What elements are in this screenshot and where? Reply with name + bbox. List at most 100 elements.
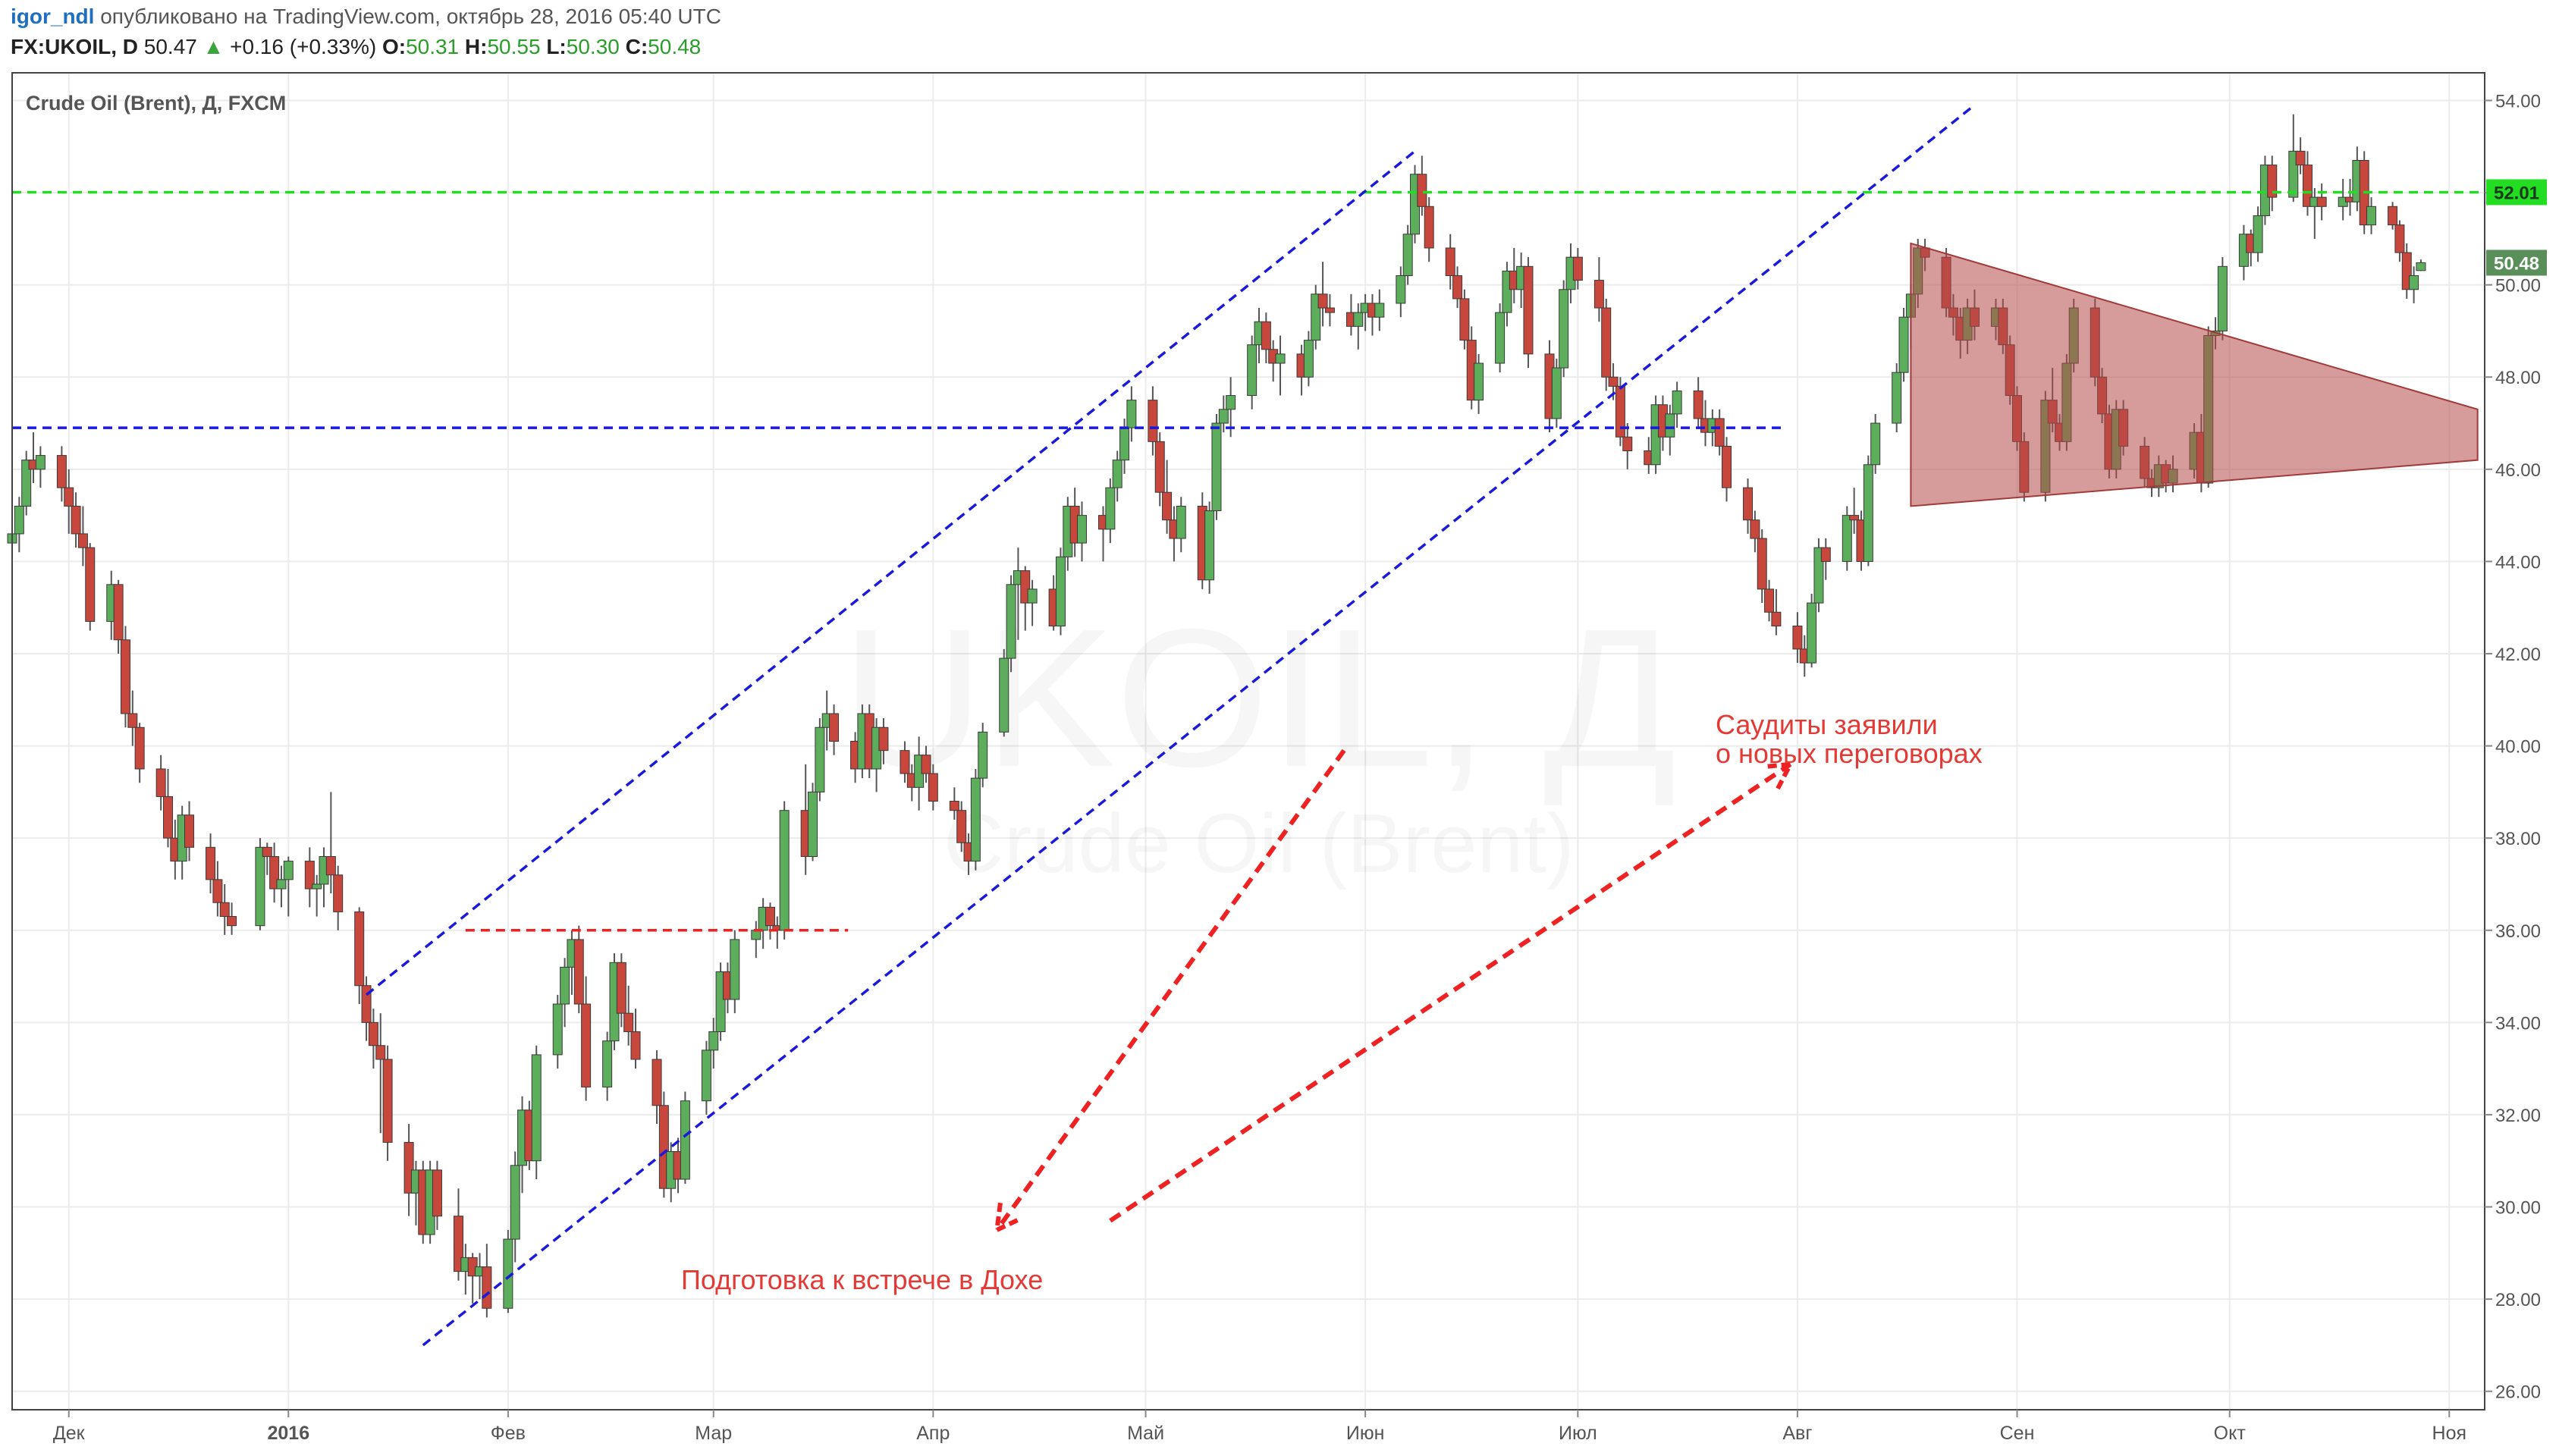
time-axis[interactable]: Дек 2016 Фев Мар Апр Май Июн Июл Авг Сен Окт Ноя xyxy=(53,1410,2466,1444)
candle xyxy=(354,907,365,1005)
candle xyxy=(1601,298,1612,391)
candle xyxy=(1693,377,1703,428)
up-arrow-icon: ▲ xyxy=(203,35,225,58)
price-axis[interactable]: 26.00 28.00 30.00 32.00 34.00 36.00 38.00 40.00… xyxy=(2485,91,2541,1403)
candle xyxy=(1148,386,1158,456)
candle xyxy=(120,626,130,728)
candle xyxy=(680,1091,690,1185)
candle-body-down xyxy=(432,1169,442,1217)
watermark-description: Crude Oil (Brent) xyxy=(944,797,1574,890)
candle-body-down xyxy=(1849,515,1860,521)
candle-body-up xyxy=(1807,602,1817,664)
author-link[interactable]: igor_ndl xyxy=(11,5,95,28)
candle-body-up xyxy=(14,505,24,535)
chart-header: igor_ndl опубликовано на TradingView.com… xyxy=(0,0,2559,73)
candle xyxy=(1154,432,1165,507)
candle-body-down xyxy=(765,906,775,927)
price-tag: 50.48 xyxy=(2486,249,2547,276)
candle xyxy=(1211,413,1222,520)
candle-body-down xyxy=(652,1059,662,1106)
candle-body-down xyxy=(1148,400,1158,442)
x-tick-label: Июн xyxy=(1346,1423,1385,1444)
x-tick-label: Фев xyxy=(491,1423,526,1444)
candle-body-down xyxy=(949,801,959,811)
candle xyxy=(503,1229,513,1313)
candle-body-down xyxy=(2295,150,2306,166)
candle xyxy=(276,865,287,908)
candle xyxy=(1247,335,1258,410)
candle xyxy=(2366,197,2377,234)
candle xyxy=(1105,478,1116,544)
candle xyxy=(1757,529,1767,604)
candle xyxy=(829,704,840,755)
annotation-saudi-line1: Саудиты заявили xyxy=(1716,709,1938,740)
candle xyxy=(212,861,223,917)
candle xyxy=(510,1151,520,1263)
candle xyxy=(1849,488,1860,534)
candle-body-up xyxy=(970,777,981,862)
candle xyxy=(978,723,988,788)
candle xyxy=(616,953,626,1028)
candle-body-up xyxy=(808,791,818,857)
candle-body-down xyxy=(1459,298,1470,341)
candle xyxy=(1317,262,1328,327)
candle-body-up xyxy=(560,966,570,1005)
candle-body-up xyxy=(730,939,740,1000)
candle-body-down xyxy=(2388,206,2398,226)
candle xyxy=(482,1244,492,1318)
candle xyxy=(652,1050,662,1125)
candle-body-down xyxy=(928,773,938,802)
candle xyxy=(127,690,138,746)
candle xyxy=(552,994,563,1069)
candle-body-down xyxy=(127,713,138,728)
candle xyxy=(1672,381,1682,428)
candle xyxy=(304,847,315,908)
candle-body-up xyxy=(1226,395,1236,410)
candle-body-up xyxy=(1076,515,1087,544)
x-tick-label: Окт xyxy=(2214,1423,2247,1444)
candle-body-up xyxy=(815,726,825,792)
y-tick-label: 32.00 xyxy=(2495,1106,2541,1126)
x-tick-label: Май xyxy=(1127,1423,1164,1444)
candle xyxy=(1750,510,1760,553)
price-tags: 52.01 50.48 xyxy=(2486,179,2547,276)
candle-body-up xyxy=(999,657,1009,733)
candle xyxy=(71,492,81,548)
candle xyxy=(1324,293,1335,327)
candle-body-up xyxy=(1204,510,1215,581)
candle-body-down xyxy=(333,874,344,912)
candle-body-up xyxy=(1006,584,1016,659)
candle xyxy=(325,792,336,894)
candle xyxy=(1559,280,1569,378)
candle xyxy=(1898,308,1909,382)
candle xyxy=(878,718,889,764)
candle xyxy=(1027,579,1038,626)
candle xyxy=(134,723,145,783)
candle-body-up xyxy=(276,879,287,890)
candle-body-up xyxy=(1303,340,1314,378)
candle xyxy=(1055,548,1066,635)
price-tag-box xyxy=(2486,249,2547,276)
candle-body-up xyxy=(283,861,294,880)
candle-body-down xyxy=(227,916,237,927)
candle-body-down xyxy=(155,768,166,797)
candle-body-up xyxy=(1176,505,1186,539)
candle-body-down xyxy=(1820,547,1831,562)
channel-upper xyxy=(365,149,1416,996)
candle-body-up xyxy=(1374,303,1385,318)
candle xyxy=(2394,220,2405,262)
candle-body-down xyxy=(262,846,272,857)
candle-body-down xyxy=(1445,247,1455,276)
candle-body-down xyxy=(1693,390,1703,419)
candle xyxy=(1006,575,1016,673)
y-tick-label: 36.00 xyxy=(2495,921,2541,942)
candle-body-up xyxy=(2416,262,2426,271)
candle xyxy=(85,543,96,631)
candle xyxy=(14,497,24,553)
drawings[interactable] xyxy=(12,104,2485,1347)
candle-body-down xyxy=(64,487,74,507)
candle xyxy=(1622,423,1633,469)
candle-body-down xyxy=(1615,385,1625,438)
candle xyxy=(312,874,322,917)
